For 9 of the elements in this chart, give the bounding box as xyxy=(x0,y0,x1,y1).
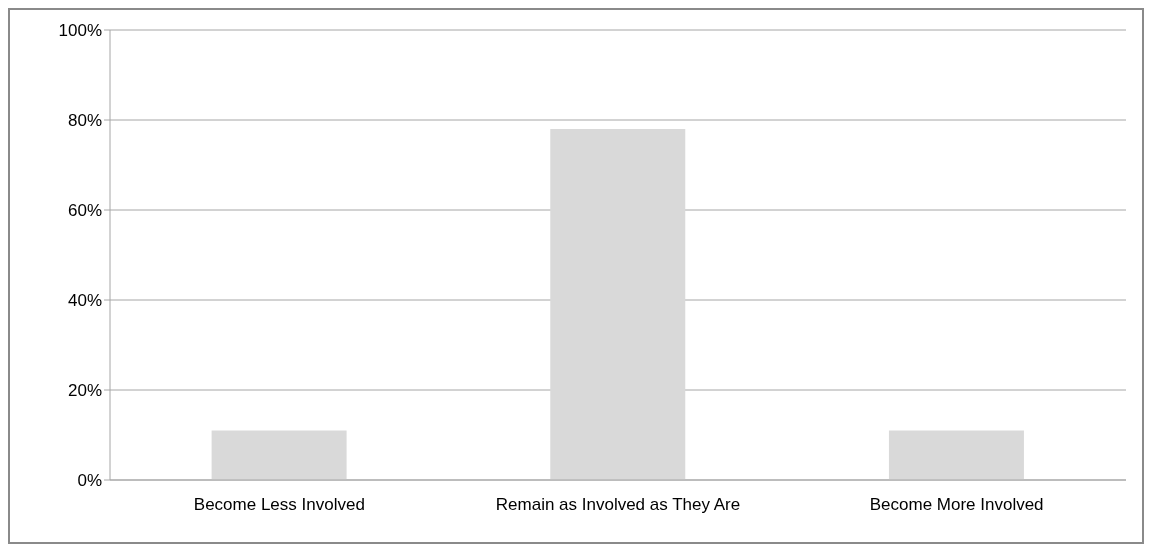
y-tick-label: 20% xyxy=(67,381,102,401)
y-tick-label: 0% xyxy=(77,471,102,491)
y-tick-label: 60% xyxy=(67,201,102,221)
y-tick-label: 80% xyxy=(67,111,102,131)
x-tick-label: Become Less Involved xyxy=(193,495,365,515)
y-tick-label: 100% xyxy=(58,21,102,41)
x-tick-label: Remain as Involved as They Are xyxy=(495,495,741,515)
x-tick-label: Become More Involved xyxy=(869,495,1044,515)
y-tick-label: 40% xyxy=(67,291,102,311)
